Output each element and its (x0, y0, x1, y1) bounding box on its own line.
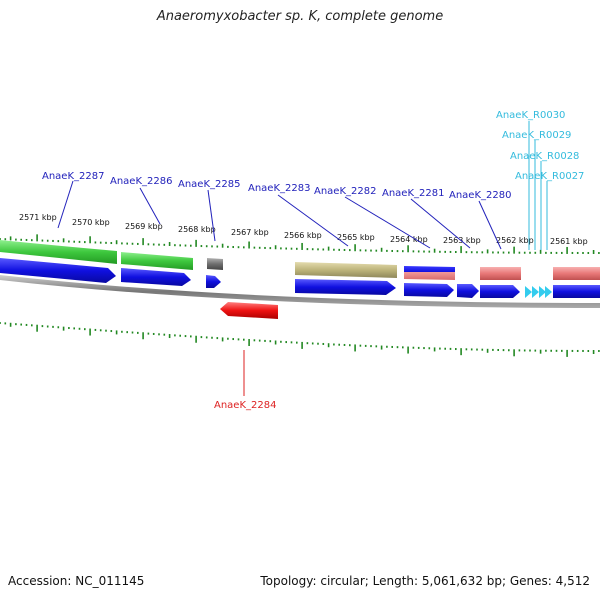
rna-label[interactable]: AnaeK_R0030 (496, 110, 565, 121)
trna-arrow (525, 286, 532, 298)
gene-arrow-forward (480, 285, 520, 298)
gene-arrow-forward (121, 268, 191, 286)
leader-line (410, 198, 471, 249)
gene-label[interactable]: AnaeK_2286 (110, 176, 172, 187)
kbp-label: 2567 kbp (231, 228, 269, 237)
kbp-label: 2571 kbp (19, 213, 57, 222)
gene-arrow-forward (404, 283, 454, 297)
cog-track-pink (553, 267, 600, 280)
genome-backbone (0, 275, 600, 308)
leader-line (344, 196, 431, 249)
rna-label[interactable]: AnaeK_R0028 (510, 151, 579, 162)
gene-label[interactable]: AnaeK_2285 (178, 179, 240, 190)
map-title: Anaeromyxobacter sp. K, complete genome (156, 9, 444, 24)
trna-arrow (532, 286, 539, 298)
gene-arrow-reverse (220, 302, 278, 319)
gene-label[interactable]: AnaeK_2282 (314, 186, 376, 197)
kbp-label: 2564 kbp (390, 235, 428, 244)
kbp-label: 2563 kbp (443, 236, 481, 245)
gene-label[interactable]: AnaeK_2283 (248, 183, 310, 194)
gene-label-bottom[interactable]: AnaeK_2284 (214, 400, 276, 411)
cog-track-gray (207, 258, 223, 270)
kbp-label: 2568 kbp (178, 225, 216, 234)
gene-arrow-forward (553, 285, 600, 298)
gene-label[interactable]: AnaeK_2280 (449, 190, 511, 201)
upper-tick-ruler (0, 234, 600, 254)
rna-label[interactable]: AnaeK_R0029 (502, 130, 571, 141)
cog-track-pink (480, 267, 521, 280)
trna-arrow (539, 286, 546, 298)
rna-label[interactable]: AnaeK_R0027 (515, 171, 584, 182)
gene-arrow-forward (206, 275, 221, 288)
cog-track-green (0, 240, 117, 264)
cog-track-green (121, 252, 193, 270)
cog-track-olive (295, 262, 397, 278)
gene-arrow-forward (295, 279, 396, 295)
leader-line (277, 194, 349, 247)
accession-text: Accession: NC_011145 (8, 574, 145, 588)
gene-arrow-forward (0, 258, 116, 283)
kbp-label: 2565 kbp (337, 233, 375, 242)
kbp-label: 2562 kbp (496, 236, 534, 245)
kbp-label: 2569 kbp (125, 222, 163, 231)
leader-line (57, 180, 74, 229)
leader-line (139, 187, 161, 225)
gene-label[interactable]: AnaeK_2287 (42, 171, 104, 182)
kbp-label: 2566 kbp (284, 231, 322, 240)
cog-track-pink-blue (404, 266, 455, 280)
leader-line (207, 189, 216, 242)
gene-arrow-forward (457, 284, 479, 298)
lower-tick-ruler (0, 322, 600, 357)
trna-arrow (545, 286, 552, 298)
kbp-label: 2561 kbp (550, 237, 588, 246)
kbp-label: 2570 kbp (72, 218, 110, 227)
leader-line (478, 200, 502, 250)
genome-summary-text: Topology: circular; Length: 5,061,632 bp… (260, 574, 590, 588)
gene-label[interactable]: AnaeK_2281 (382, 188, 444, 199)
